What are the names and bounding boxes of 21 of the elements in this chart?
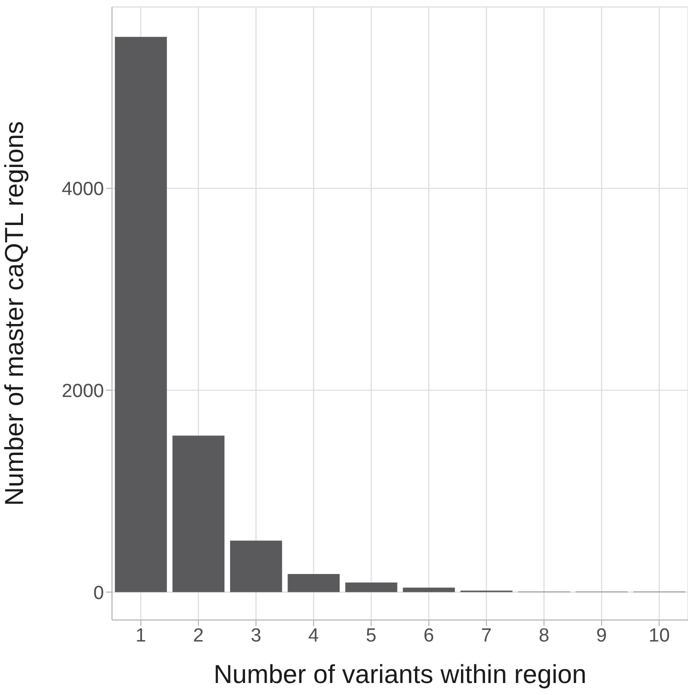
bar	[114, 36, 167, 592]
x-tick-label: 1	[136, 625, 146, 646]
y-axis-title: Number of master caQTL regions	[0, 121, 30, 506]
bar	[402, 588, 455, 592]
y-tick-label: 0	[93, 582, 104, 604]
x-tick-label: 4	[308, 625, 320, 646]
bar	[230, 540, 282, 592]
bar	[288, 574, 340, 592]
x-tick-label: 10	[648, 625, 670, 646]
x-tick-label: 6	[424, 625, 434, 646]
x-tick-label: 5	[366, 625, 376, 646]
x-tick-label: 8	[538, 625, 550, 646]
x-tick-label: 7	[481, 625, 492, 646]
x-tick-label: 9	[596, 625, 607, 646]
y-tick-label: 4000	[62, 179, 104, 200]
x-axis-title: Number of variants within region	[214, 659, 586, 689]
bar	[345, 582, 398, 592]
y-tick-label: 2000	[62, 380, 104, 402]
bar	[172, 436, 224, 592]
x-tick-label: 2	[193, 625, 204, 646]
x-tick-label: 3	[250, 625, 262, 646]
